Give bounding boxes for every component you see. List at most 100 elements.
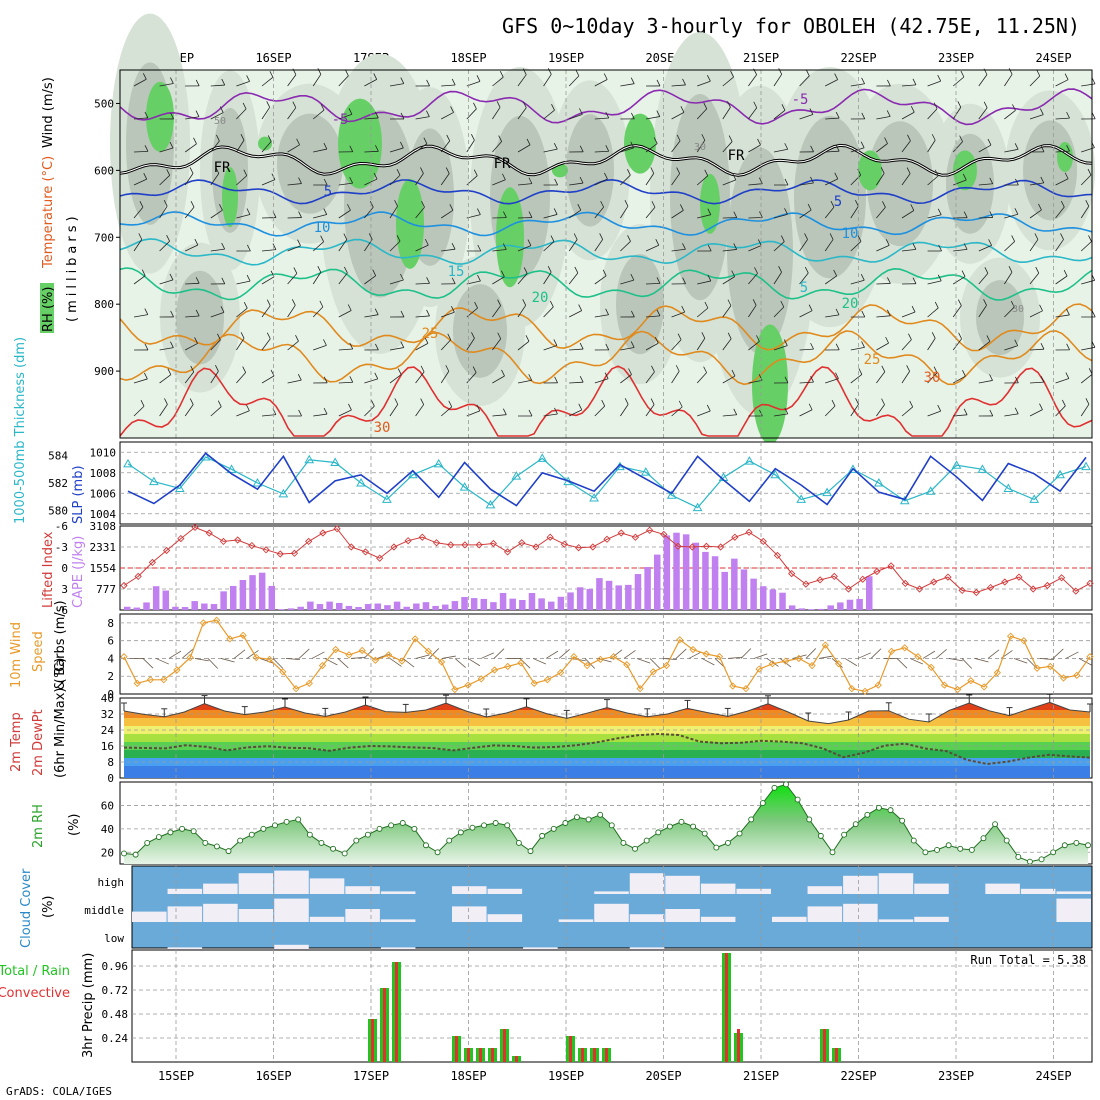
slp-series [123, 452, 1091, 512]
precip-grid [132, 950, 1092, 1062]
li-point [958, 586, 966, 595]
wind-barb-feather [194, 337, 198, 344]
wind10m-barb [753, 653, 768, 659]
wind-barb-feather [733, 243, 738, 250]
wind-barb [1081, 346, 1096, 351]
wind10m-point [451, 685, 459, 694]
wind-barb [594, 405, 605, 417]
wind-barb [748, 144, 761, 153]
wind-barb [952, 305, 962, 318]
wind-barb [645, 282, 661, 285]
wind10m-point [914, 653, 922, 661]
wind-barb-feather [1034, 233, 1039, 240]
wind-barb-feather [298, 409, 302, 417]
wind-barb-feather [1060, 233, 1064, 240]
wind10-label-2: Speed [31, 631, 46, 672]
wind-barb-feather [758, 374, 763, 381]
wind10m-point [358, 646, 366, 655]
wind10m-barb [896, 658, 908, 669]
wind-barb-feather [140, 400, 145, 407]
cape-bar [191, 601, 198, 610]
cape-tick-label: 1554 [90, 562, 117, 575]
wind-barb [415, 342, 429, 351]
wind-barb-feather [373, 73, 378, 80]
wind-barb-feather [624, 398, 629, 405]
freezing-line-inner [119, 144, 1093, 176]
cloud-cell [487, 914, 523, 922]
wind-barb [287, 245, 301, 252]
wind-barb-feather [451, 78, 456, 86]
wind-barb [901, 339, 912, 351]
wind-barb-feather [396, 169, 401, 176]
wind-barb [389, 83, 404, 87]
wind-barb [1055, 117, 1070, 120]
wind10m-point [477, 675, 485, 683]
wind10m-barb [1052, 648, 1064, 659]
wind-barb-feather [780, 235, 785, 242]
li-point [986, 583, 995, 592]
wind-barb-feather [912, 243, 917, 250]
rh2m-point [783, 781, 789, 788]
wind10m-barb [558, 649, 570, 659]
cape-bar [596, 578, 603, 610]
wind-barb-feather [297, 373, 302, 381]
wind-barb-feather [343, 233, 348, 240]
cloud-cover-panel: high middle low Cloud Cover (%) [19, 865, 1093, 950]
cape-bar [856, 598, 863, 610]
wind-barb-feather [703, 366, 707, 373]
wind-barb-feather [778, 68, 783, 75]
wind10m-barb [298, 648, 310, 659]
wind-barb-feather [446, 134, 451, 142]
bottom-date-label: 22SEP [840, 1069, 876, 1083]
wind-barb [440, 173, 450, 186]
cape-bar [422, 602, 430, 610]
wind-barb-feather [397, 368, 402, 375]
wind-barb-feather [553, 142, 558, 150]
temp-band [124, 734, 1090, 742]
wind-barb-feather [400, 341, 405, 348]
cape-bar [297, 606, 304, 610]
bottom-date-label: 21SEP [743, 1069, 779, 1083]
wind10m-point [782, 657, 790, 665]
wind-barb [645, 143, 658, 153]
wind-barb-feather [219, 204, 223, 211]
wind-barb-feather [1066, 308, 1070, 316]
thickness-point [951, 460, 962, 469]
wind-barb [1080, 241, 1092, 252]
cape-bar [817, 608, 825, 610]
precip-panel: 0.96 0.72 0.48 0.24 Run Total = 5.38 Total … [0, 949, 1093, 1063]
wind10m-barb [350, 656, 365, 659]
cape-bar [230, 585, 237, 610]
wind-barb [722, 76, 734, 87]
wind-barb [1029, 348, 1044, 351]
wind-barb [876, 404, 885, 417]
wind-barb-feather [497, 299, 501, 306]
wind-barb [876, 143, 888, 153]
wind-barb [159, 347, 174, 351]
wind10m-point [583, 661, 591, 670]
wind-barb-feather [701, 332, 706, 339]
wind10m-point [967, 677, 975, 685]
wind-barb-feather [217, 333, 221, 341]
wind-barb-feather [242, 366, 247, 373]
thickness-tick-label: 584 [48, 450, 68, 463]
wind10m-barb [974, 658, 989, 663]
wind-barb [850, 346, 865, 351]
li-tick-label: 0 [61, 562, 68, 575]
wind-barb [671, 371, 680, 384]
wind-barb [773, 74, 783, 87]
wind-barb-feather [501, 369, 505, 377]
wind-barb-feather [886, 309, 891, 316]
li-point [333, 525, 341, 533]
wind-barb-feather [193, 137, 197, 144]
wind-barb [773, 148, 788, 153]
wind-barb-feather [528, 177, 533, 184]
wind-barb-feather [784, 407, 789, 415]
wind-barb-feather [630, 141, 635, 149]
wind-barb [901, 248, 916, 252]
wind-barb-feather [1062, 399, 1066, 407]
wind-barb [210, 84, 225, 87]
wind-barb [824, 239, 834, 252]
wind-barb-feather [653, 137, 658, 144]
wind-barb-feather [937, 274, 942, 282]
